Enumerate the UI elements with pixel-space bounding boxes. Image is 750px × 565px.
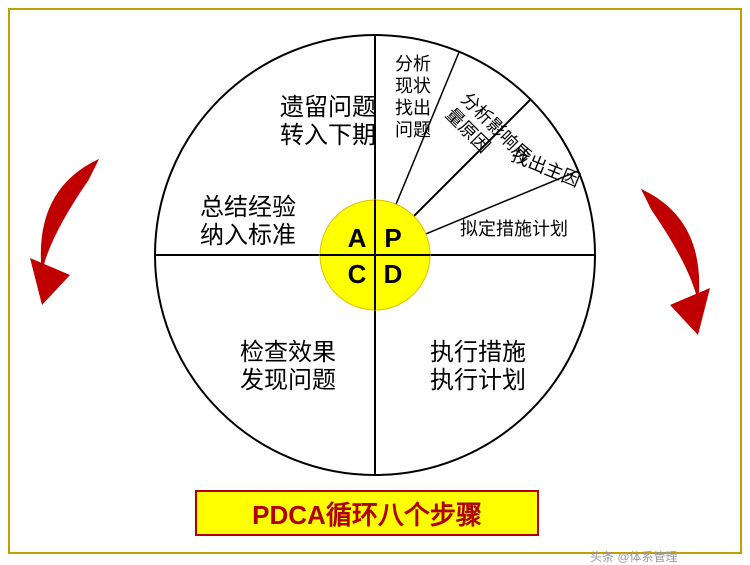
watermark: 头条 @体系管理 bbox=[590, 548, 678, 565]
svg-text:C: C bbox=[348, 259, 367, 289]
svg-text:总结经验: 总结经验 bbox=[200, 194, 296, 221]
svg-text:纳入标准: 纳入标准 bbox=[200, 222, 296, 249]
svg-text:找出: 找出 bbox=[395, 98, 431, 118]
svg-text:转入下期: 转入下期 bbox=[280, 122, 376, 149]
svg-text:现状: 现状 bbox=[395, 76, 431, 96]
svg-text:执行计划: 执行计划 bbox=[430, 367, 526, 394]
svg-text:拟定措施计划: 拟定措施计划 bbox=[460, 219, 568, 239]
svg-text:分析: 分析 bbox=[395, 54, 431, 74]
svg-text:D: D bbox=[384, 259, 403, 289]
svg-text:遗留问题: 遗留问题 bbox=[280, 94, 376, 121]
svg-text:问题: 问题 bbox=[395, 120, 431, 140]
title-box: PDCA循环八个步骤 bbox=[195, 490, 539, 536]
svg-text:A: A bbox=[348, 223, 367, 253]
svg-text:检查效果: 检查效果 bbox=[240, 339, 336, 366]
svg-text:P: P bbox=[384, 223, 401, 253]
svg-text:执行措施: 执行措施 bbox=[430, 339, 526, 366]
title-text: PDCA循环八个步骤 bbox=[252, 495, 482, 532]
pdca-diagram: APCD 遗留问题转入下期总结经验纳入标准检查效果发现问题 执行措施执行计划 分析现状… bbox=[0, 0, 750, 562]
svg-text:发现问题: 发现问题 bbox=[240, 367, 336, 394]
